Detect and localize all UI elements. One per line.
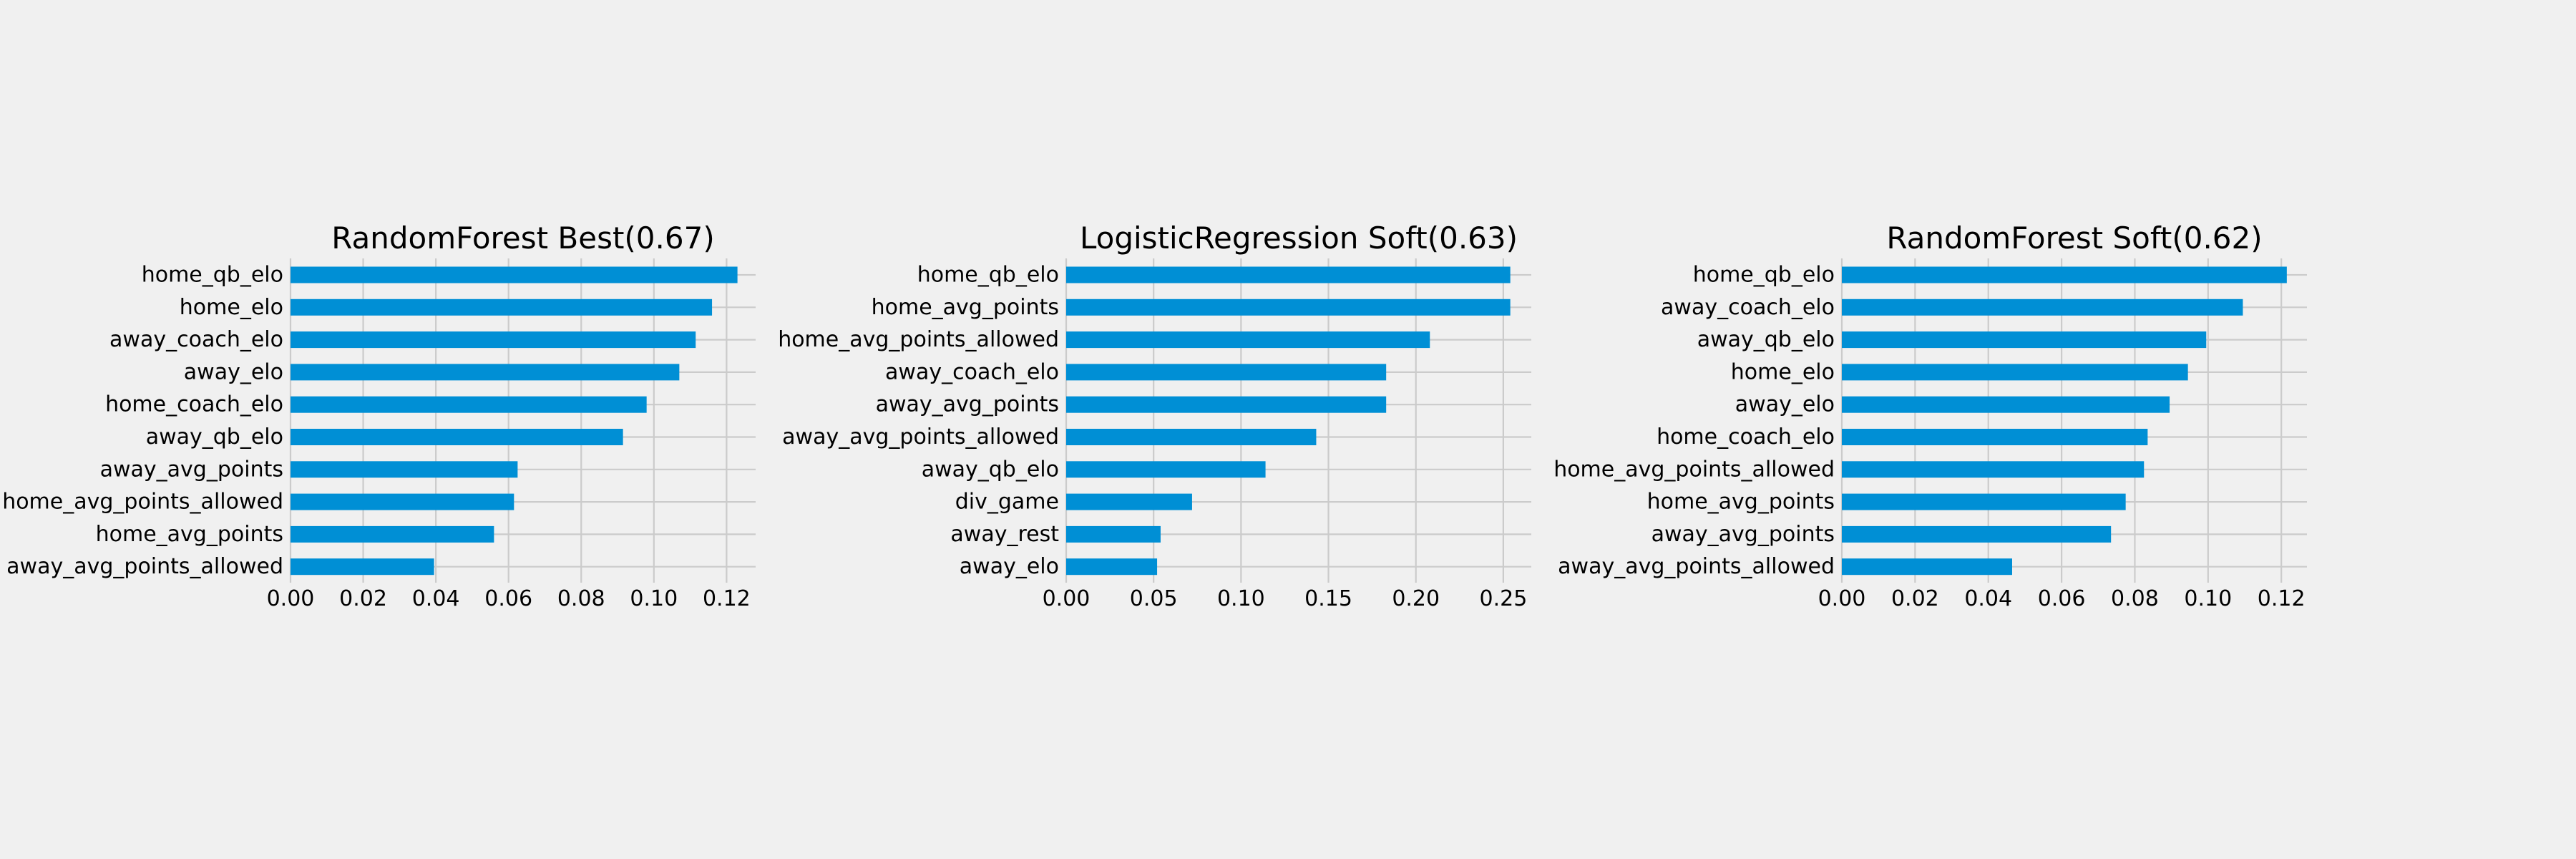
panel-randomforest-soft: RandomForest Soft(0.62) home_qb_elo away_… (1553, 220, 2307, 611)
bar (1066, 429, 1317, 445)
bar (291, 429, 623, 445)
y-tick-label: away_qb_elo (922, 457, 1059, 482)
bar (1066, 461, 1266, 478)
bar (1842, 429, 2148, 445)
bar (291, 558, 434, 576)
bar (1066, 525, 1161, 543)
x-tick-label: 0.12 (703, 586, 751, 611)
x-tick-labels: 0.00 0.05 0.10 0.15 0.20 0.25 (1043, 586, 1528, 611)
y-tick-label: home_avg_points_allowed (2, 490, 283, 515)
y-tick-label: away_elo (1735, 392, 1835, 417)
y-tick-label: away_coach_elo (109, 327, 283, 352)
bar (291, 493, 514, 510)
panel-logisticregression-soft: LogisticRegression Soft(0.63) home_qb_el… (778, 220, 1531, 611)
x-tick-label: 0.00 (1043, 586, 1091, 611)
bar (291, 299, 713, 316)
chart-title: RandomForest Best(0.67) (331, 220, 714, 256)
bar (1842, 266, 2287, 283)
bar-group (1842, 266, 2287, 576)
x-tick-label: 0.04 (1964, 586, 2012, 611)
x-tick-label: 0.02 (339, 586, 387, 611)
y-tick-label: away_avg_points (100, 457, 283, 482)
y-tick-label: home_qb_elo (917, 263, 1059, 288)
y-tick-label: home_avg_points (96, 522, 283, 547)
x-tick-label: 0.12 (2258, 586, 2306, 611)
y-tick-label: away_elo (184, 359, 283, 384)
y-tick-labels: home_qb_elo home_avg_points home_avg_point… (778, 263, 1059, 580)
panel-randomforest-best: RandomForest Best(0.67) home_qb_elohome_… (2, 220, 756, 611)
bar (1842, 558, 2012, 576)
y-tick-label: away_avg_points (876, 392, 1059, 417)
bar (291, 266, 738, 283)
bar (1066, 493, 1192, 510)
bar (1842, 493, 2126, 510)
x-tick-label: 0.20 (1392, 586, 1440, 611)
bar-group (1066, 266, 1511, 576)
y-tick-label: away_elo (960, 554, 1059, 579)
y-tick-label: away_qb_elo (146, 424, 283, 450)
y-tick-label: home_coach_elo (105, 392, 283, 417)
x-tick-label: 0.06 (484, 586, 532, 611)
bar (291, 396, 647, 413)
bar (1842, 364, 2188, 381)
y-tick-label: home_avg_points_allowed (778, 327, 1059, 352)
y-tick-label: away_avg_points_allowed (782, 424, 1059, 450)
x-tick-label: 0.00 (267, 586, 315, 611)
bar (1842, 461, 2145, 478)
x-tick-label: 0.04 (412, 586, 460, 611)
bar (1066, 364, 1387, 381)
x-tick-label: 0.10 (1217, 586, 1265, 611)
x-tick-label: 0.05 (1130, 586, 1178, 611)
bar (291, 331, 696, 349)
x-tick-labels: 0.00 0.02 0.04 0.06 0.08 0.10 0.12 (267, 586, 751, 611)
y-tick-label: away_avg_points_allowed (1558, 554, 1835, 579)
x-tick-label: 0.10 (630, 586, 678, 611)
y-tick-label: home_coach_elo (1657, 424, 1835, 450)
bar (291, 525, 494, 543)
y-tick-label: home_elo (180, 295, 283, 320)
bar (1066, 331, 1430, 349)
y-tick-label: home_elo (1731, 359, 1835, 384)
x-tick-labels: 0.00 0.02 0.04 0.06 0.08 0.10 0.12 (1818, 586, 2306, 611)
y-tick-label: home_avg_points (872, 295, 1059, 320)
y-tick-label: away_rest (950, 522, 1059, 547)
bar (1842, 331, 2207, 349)
bar (291, 364, 680, 381)
bar (1842, 396, 2170, 413)
y-tick-label: home_avg_points_allowed (1553, 457, 1835, 482)
y-tick-label: home_avg_points (1647, 490, 1835, 515)
y-tick-label: away_avg_points_allowed (6, 554, 283, 579)
x-tick-label: 0.15 (1304, 586, 1352, 611)
y-tick-label: home_qb_elo (142, 263, 283, 288)
y-tick-labels: home_qb_elo home_elo away_coach_elo away_el… (2, 263, 283, 580)
x-tick-label: 0.08 (557, 586, 605, 611)
x-tick-label: 0.02 (1891, 586, 1939, 611)
x-tick-label: 0.25 (1480, 586, 1528, 611)
x-tick-label: 0.06 (2038, 586, 2086, 611)
y-tick-label: away_coach_elo (885, 359, 1059, 384)
bar (1842, 525, 2112, 543)
bar (291, 461, 518, 478)
y-tick-label: home_qb_elo (1693, 263, 1835, 288)
y-tick-label: div_game (955, 490, 1059, 515)
bar (1066, 558, 1158, 576)
bar (1066, 299, 1511, 316)
bar (1842, 299, 2243, 316)
x-tick-label: 0.08 (2111, 586, 2159, 611)
x-tick-label: 0.00 (1818, 586, 1866, 611)
y-tick-label: away_qb_elo (1697, 327, 1835, 352)
y-tick-label: away_coach_elo (1661, 295, 1835, 320)
bar (1066, 396, 1387, 413)
bar-group (291, 266, 738, 576)
bar (1066, 266, 1511, 283)
y-tick-labels: home_qb_elo away_coach_elo away_qb_elohome… (1553, 263, 1835, 580)
x-tick-label: 0.10 (2184, 586, 2232, 611)
chart-title: RandomForest Soft(0.62) (1886, 220, 2262, 256)
chart-title: LogisticRegression Soft(0.63) (1080, 220, 1518, 256)
y-tick-label: away_avg_points (1652, 522, 1835, 547)
